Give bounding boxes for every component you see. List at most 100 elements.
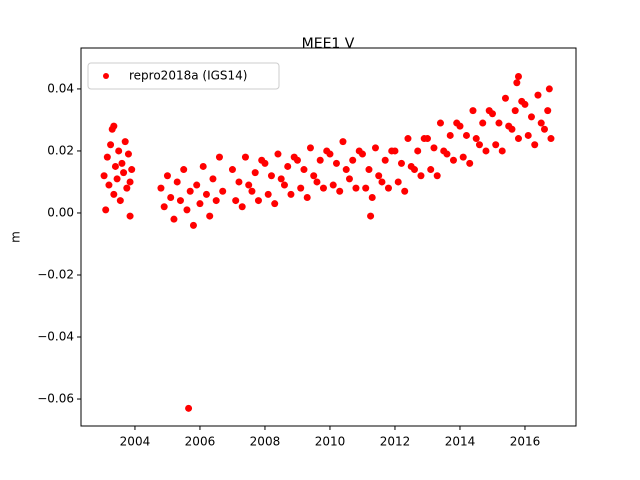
point bbox=[456, 122, 464, 130]
point bbox=[306, 144, 314, 152]
point bbox=[410, 166, 418, 174]
point bbox=[381, 156, 389, 164]
point bbox=[115, 147, 123, 155]
point bbox=[189, 221, 197, 229]
point bbox=[303, 193, 311, 201]
point bbox=[199, 162, 207, 170]
point bbox=[433, 172, 441, 180]
legend-box bbox=[87, 62, 280, 90]
point bbox=[183, 206, 191, 214]
y-tick-label: 0.02 bbox=[47, 143, 74, 157]
point bbox=[293, 156, 301, 164]
point bbox=[375, 172, 383, 180]
point bbox=[498, 147, 506, 155]
x-tick-label: 2010 bbox=[315, 435, 346, 449]
point bbox=[367, 212, 375, 220]
point bbox=[116, 197, 124, 205]
point bbox=[417, 172, 425, 180]
point bbox=[310, 172, 318, 180]
point bbox=[534, 91, 542, 99]
point bbox=[105, 181, 113, 189]
point bbox=[110, 190, 118, 198]
point bbox=[401, 187, 409, 195]
point bbox=[313, 178, 321, 186]
point bbox=[297, 184, 305, 192]
point bbox=[102, 206, 110, 214]
x-tick-label: 2004 bbox=[120, 435, 151, 449]
x-tick-label: 2014 bbox=[445, 435, 476, 449]
point bbox=[391, 147, 399, 155]
point bbox=[212, 197, 220, 205]
point bbox=[404, 135, 412, 143]
point bbox=[180, 166, 188, 174]
x-tick-label: 2006 bbox=[185, 435, 216, 449]
point bbox=[126, 212, 134, 220]
point bbox=[384, 184, 392, 192]
point bbox=[193, 181, 201, 189]
point bbox=[326, 150, 334, 158]
point bbox=[531, 141, 539, 149]
point bbox=[160, 203, 168, 211]
point bbox=[329, 181, 337, 189]
point bbox=[521, 100, 529, 108]
point bbox=[342, 166, 350, 174]
point bbox=[436, 119, 444, 127]
point bbox=[238, 203, 246, 211]
point bbox=[264, 190, 272, 198]
point bbox=[209, 175, 217, 183]
point bbox=[254, 197, 262, 205]
point bbox=[423, 135, 431, 143]
point bbox=[495, 119, 503, 127]
point bbox=[446, 131, 454, 139]
point bbox=[167, 193, 175, 201]
point bbox=[511, 107, 519, 115]
plot-frame bbox=[80, 47, 577, 427]
point bbox=[196, 200, 204, 208]
point bbox=[545, 85, 553, 93]
point bbox=[157, 184, 165, 192]
point bbox=[215, 153, 223, 161]
point bbox=[232, 197, 240, 205]
point bbox=[527, 113, 535, 121]
point bbox=[513, 79, 521, 87]
chart-title: MEE1 V bbox=[302, 36, 355, 52]
point bbox=[163, 172, 171, 180]
point bbox=[251, 169, 259, 177]
point bbox=[176, 197, 184, 205]
point bbox=[449, 156, 457, 164]
point bbox=[469, 107, 477, 115]
point bbox=[459, 153, 467, 161]
point bbox=[123, 184, 131, 192]
point bbox=[206, 212, 214, 220]
point bbox=[173, 178, 181, 186]
point bbox=[394, 178, 402, 186]
point bbox=[472, 135, 480, 143]
point bbox=[111, 162, 119, 170]
point bbox=[316, 156, 324, 164]
y-tick-label: −0.06 bbox=[37, 392, 74, 406]
point bbox=[120, 169, 128, 177]
point bbox=[118, 159, 126, 167]
point bbox=[514, 73, 522, 81]
point bbox=[170, 215, 178, 223]
point bbox=[287, 190, 295, 198]
point bbox=[228, 166, 236, 174]
point bbox=[261, 159, 269, 167]
point bbox=[202, 190, 210, 198]
x-tick-label: 2016 bbox=[510, 435, 541, 449]
y-tick-label: 0.00 bbox=[47, 205, 74, 219]
point bbox=[274, 150, 282, 158]
point bbox=[103, 153, 111, 161]
legend-marker bbox=[103, 73, 109, 79]
y-tick-label: −0.04 bbox=[37, 330, 74, 344]
point bbox=[427, 166, 435, 174]
x-tick-label: 2008 bbox=[250, 435, 281, 449]
point bbox=[544, 107, 552, 115]
point bbox=[368, 193, 376, 201]
point bbox=[319, 184, 327, 192]
point bbox=[537, 119, 545, 127]
point bbox=[100, 172, 108, 180]
point bbox=[186, 187, 194, 195]
point bbox=[345, 175, 353, 183]
